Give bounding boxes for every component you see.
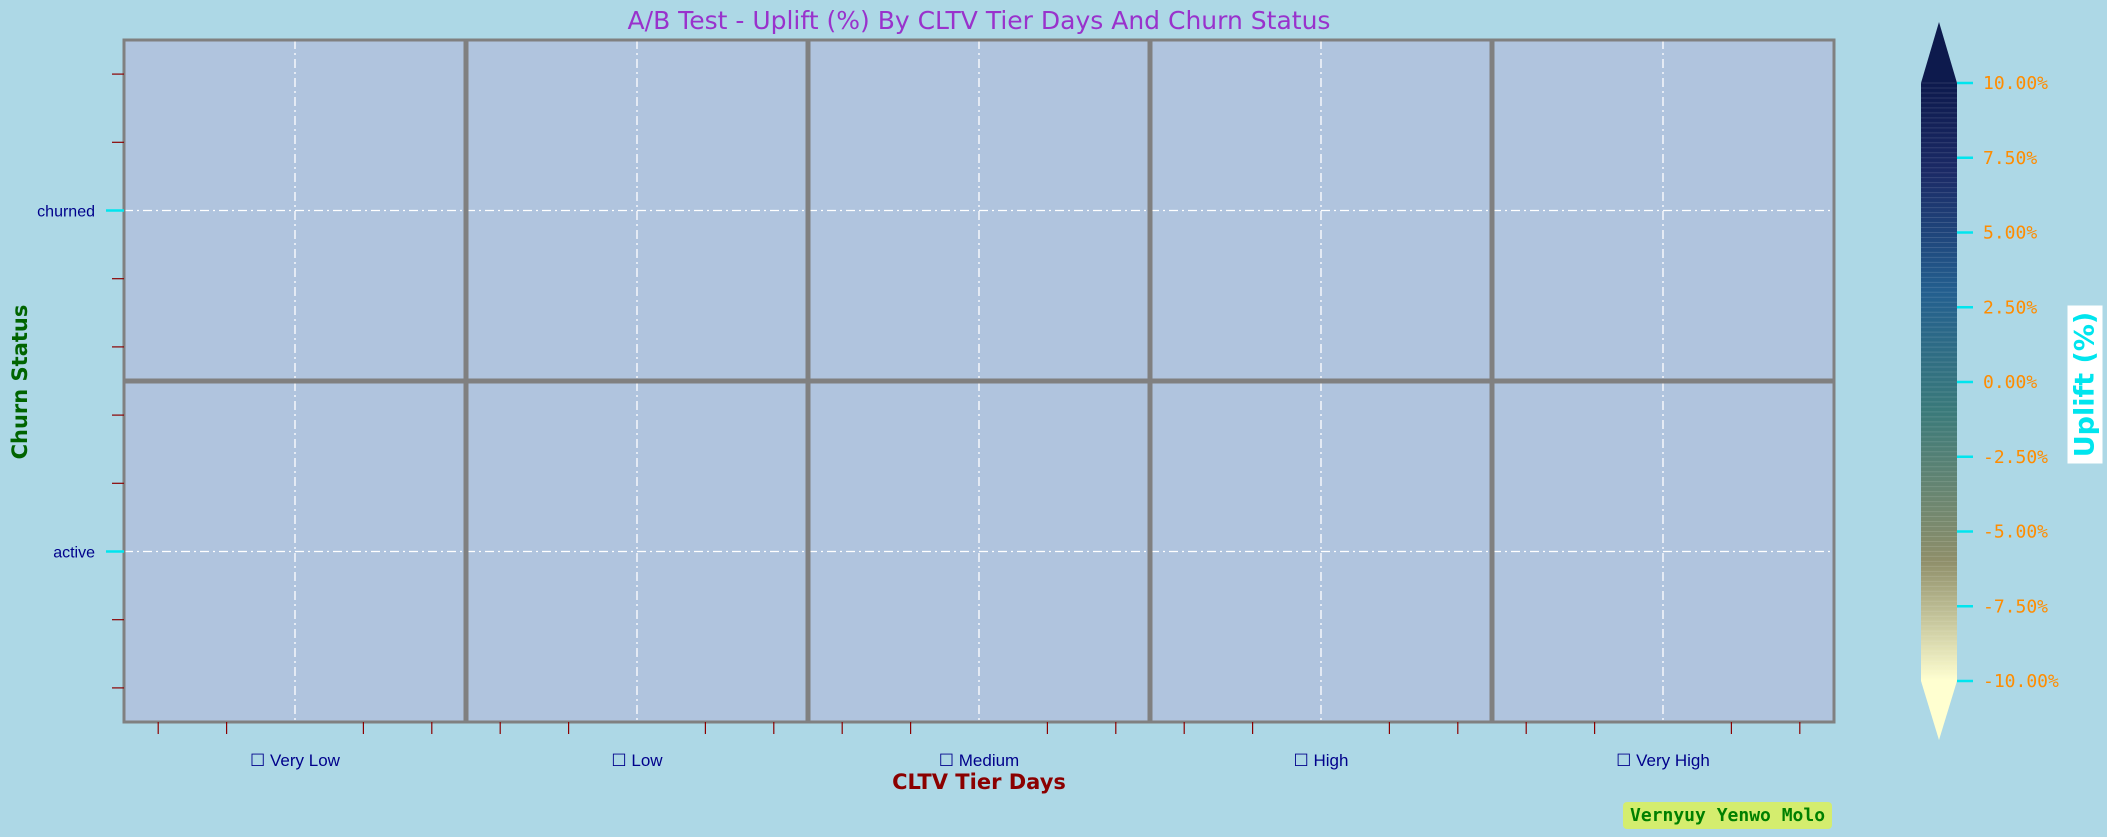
x-tick-label: ☐ Medium bbox=[939, 751, 1019, 770]
colorbar-label-text: Uplift (%) bbox=[2067, 305, 2103, 464]
colorbar-tick-label: -7.50% bbox=[1983, 596, 2048, 617]
colorbar-tick-label: 0.00% bbox=[1983, 372, 2037, 393]
colorbar-tick-label: -2.50% bbox=[1983, 447, 2048, 468]
x-tick-label: ☐ High bbox=[1294, 751, 1349, 770]
colorbar-tick-label: -10.00% bbox=[1983, 671, 2059, 692]
colorbar-tick-label: 10.00% bbox=[1983, 73, 2048, 94]
x-axis-label: CLTV Tier Days bbox=[892, 770, 1066, 794]
colorbar-label: Uplift (%) bbox=[2067, 265, 2103, 505]
colorbar-extend-max bbox=[1921, 22, 1957, 83]
x-tick-label: ☐ Low bbox=[611, 751, 663, 770]
chart-title: A/B Test - Uplift (%) By CLTV Tier Days … bbox=[627, 6, 1331, 35]
y-axis-label: Churn Status bbox=[8, 304, 32, 460]
colorbar-tick-label: -5.00% bbox=[1983, 522, 2048, 543]
y-tick-label: active bbox=[53, 545, 95, 562]
author-watermark: Vernyuy Yenwo Molo bbox=[1623, 802, 1833, 829]
colorbar-tick-label: 7.50% bbox=[1983, 148, 2037, 169]
colorbar-gradient bbox=[1921, 83, 1957, 681]
colorbar-tick-label: 5.00% bbox=[1983, 223, 2037, 244]
y-tick-label: churned bbox=[37, 204, 95, 221]
plot-frame bbox=[122, 38, 1836, 724]
x-tick-label: ☐ Very High bbox=[1616, 751, 1710, 770]
colorbar-tick-label: 2.50% bbox=[1983, 297, 2037, 318]
x-tick-label: ☐ Very Low bbox=[250, 751, 341, 770]
colorbar-extend-min bbox=[1921, 681, 1957, 740]
